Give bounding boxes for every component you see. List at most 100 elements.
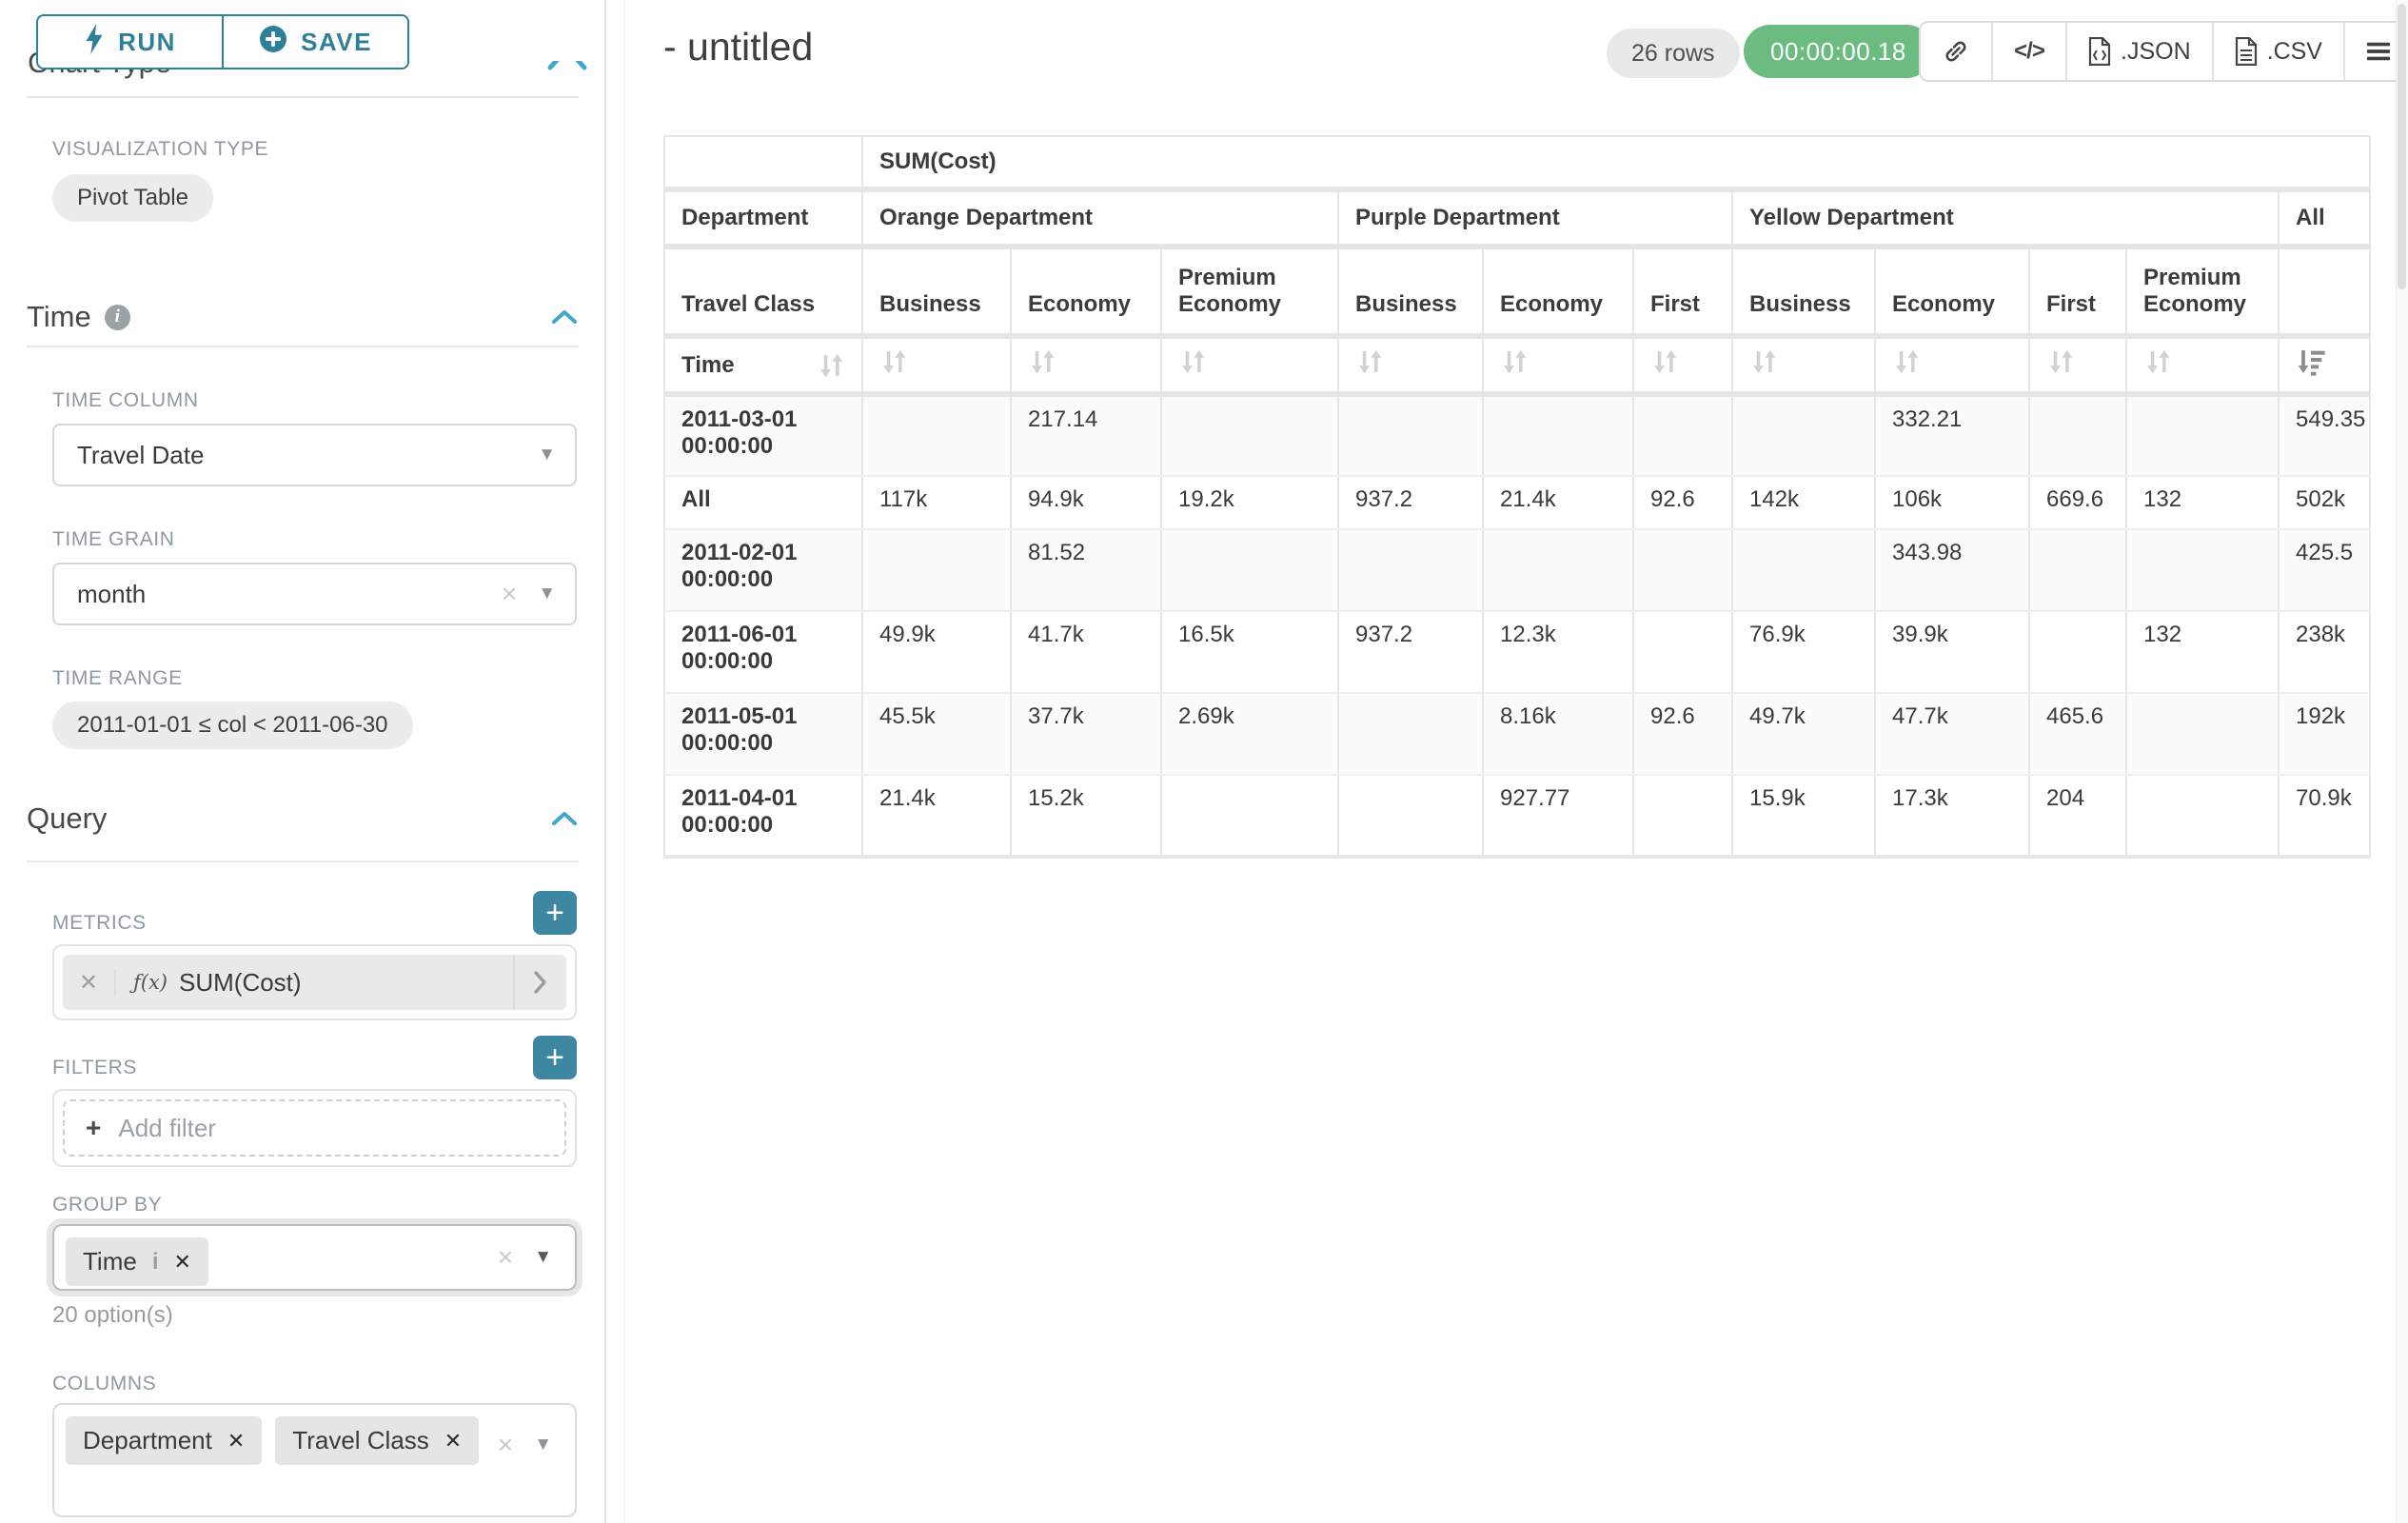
column-sorter[interactable] [1483, 336, 1634, 397]
total-class-header [2279, 247, 2372, 339]
pivot-cell [2126, 693, 2280, 776]
pivot-cell: 106k [1875, 476, 2030, 530]
clear-icon[interactable]: × [497, 1430, 514, 1459]
chevron-down-icon[interactable]: ▼ [534, 1247, 552, 1267]
run-button[interactable]: RUN [36, 14, 223, 69]
pivot-cell [1338, 529, 1484, 612]
pivot-cell: 8.16k [1483, 693, 1634, 776]
remove-metric-icon[interactable]: ✕ [63, 968, 116, 997]
row-label: 2011-04-01 00:00:00 [664, 775, 863, 858]
pivot-cell: 21.4k [862, 775, 1012, 858]
function-icon: ƒ(x) [133, 971, 168, 994]
travel-class-header: Premium Economy [1161, 247, 1339, 339]
time-column-select[interactable]: Travel Date ▼ [52, 424, 577, 486]
code-icon: </> [2014, 38, 2045, 64]
chevron-down-icon[interactable]: ▼ [538, 445, 556, 465]
group-by-select[interactable]: Time i ✕ × ▼ [52, 1224, 577, 1291]
pivot-cell [862, 529, 1012, 612]
column-sorter[interactable] [862, 336, 1012, 397]
total-column-sorter-active[interactable] [2279, 336, 2372, 397]
columns-select[interactable]: Department ✕ Travel Class ✕ × ▼ [52, 1403, 577, 1517]
pivot-cell: 669.6 [2029, 476, 2127, 530]
pivot-cell: 94.9k [1011, 476, 1162, 530]
department-header: Purple Department [1338, 189, 1733, 249]
viz-type-label: VISUALIZATION TYPE [52, 138, 269, 160]
columns-label: COLUMNS [52, 1373, 157, 1394]
pivot-cell [1161, 394, 1339, 477]
travel-class-header: Business [1732, 247, 1876, 339]
page-scrollbar[interactable] [2396, 0, 2408, 1523]
chevron-down-icon[interactable]: ▼ [534, 1434, 552, 1454]
save-button[interactable]: SAVE [223, 14, 409, 69]
chevron-up-icon[interactable] [544, 61, 590, 72]
add-metric-button[interactable]: + [533, 891, 577, 935]
export-csv-button[interactable]: .CSV [2214, 23, 2345, 80]
column-sorter[interactable] [1875, 336, 2030, 397]
column-sorter[interactable] [1633, 336, 1733, 397]
pivot-cell: 204 [2029, 775, 2127, 858]
link-icon [1945, 41, 1966, 62]
collapse-chevron-icon[interactable] [550, 801, 579, 836]
column-sorter[interactable] [1011, 336, 1162, 397]
row-label: 2011-06-01 00:00:00 [664, 611, 863, 694]
pivot-cell [1338, 775, 1484, 858]
chevron-down-icon[interactable]: ▼ [538, 583, 556, 603]
time-range-pill[interactable]: 2011-01-01 ≤ col < 2011-06-30 [52, 702, 413, 749]
clear-icon[interactable]: × [497, 1242, 514, 1272]
add-filter-button[interactable]: + Add filter [63, 1099, 566, 1157]
view-query-button[interactable]: </> [1993, 23, 2067, 80]
chart-title[interactable]: - untitled [663, 25, 814, 69]
pivot-cell: 217.14 [1011, 394, 1162, 477]
columns-chip-travel-class[interactable]: Travel Class ✕ [275, 1416, 480, 1465]
clear-icon[interactable]: × [501, 579, 518, 608]
travel-class-header: Economy [1483, 247, 1634, 339]
pivot-cell: 132 [2126, 611, 2280, 694]
pivot-cell: 465.6 [2029, 693, 2127, 776]
pivot-cell: 49.7k [1732, 693, 1876, 776]
share-link-button[interactable] [1921, 23, 1993, 80]
info-icon[interactable]: i [151, 1248, 159, 1275]
export-json-button[interactable]: .JSON [2067, 23, 2214, 80]
remove-chip-icon[interactable]: ✕ [227, 1428, 246, 1453]
add-filter-plus-button[interactable]: + [533, 1036, 577, 1079]
metric-body[interactable]: ƒ(x) SUM(Cost) [116, 968, 513, 998]
pivot-cell: 92.6 [1633, 476, 1733, 530]
department-header: Orange Department [862, 189, 1339, 249]
pivot-table-container: SUM(Cost) Department Orange Department Purp… [663, 135, 2372, 859]
export-toolbar: </> .JSON .CSV [1919, 21, 2408, 82]
pivot-cell [862, 394, 1012, 477]
pivot-cell: 549.35 [2279, 394, 2372, 477]
collapse-chevron-icon[interactable] [550, 300, 579, 334]
column-sorter[interactable] [1338, 336, 1484, 397]
pivot-cell: 15.2k [1011, 775, 1162, 858]
travel-class-header: First [1633, 247, 1733, 339]
menu-button[interactable] [2345, 23, 2408, 80]
info-icon[interactable]: i [104, 304, 130, 330]
viz-type-pill[interactable]: Pivot Table [52, 174, 213, 222]
pivot-cell: 937.2 [1338, 476, 1484, 530]
group-by-chip-time[interactable]: Time i ✕ [66, 1237, 208, 1286]
pivot-cell: 37.7k [1011, 693, 1162, 776]
pivot-cell: 45.5k [862, 693, 1012, 776]
remove-chip-icon[interactable]: ✕ [444, 1428, 463, 1453]
query-timer-badge: 00:00:00.18 [1744, 25, 1933, 78]
pivot-cell [1483, 394, 1634, 477]
time-grain-select[interactable]: month × ▼ [52, 563, 577, 625]
pivot-cell [2029, 394, 2127, 477]
column-sorter[interactable] [2126, 336, 2280, 397]
scrollbar-thumb[interactable] [2398, 4, 2406, 289]
pivot-cell: 117k [862, 476, 1012, 530]
column-sorter[interactable] [2029, 336, 2127, 397]
travel-class-header: Economy [1875, 247, 2030, 339]
pivot-cell: 49.9k [862, 611, 1012, 694]
column-sorter[interactable] [1161, 336, 1339, 397]
travel-class-header: Economy [1011, 247, 1162, 339]
expand-metric-icon[interactable] [513, 955, 566, 1010]
pivot-cell: 425.5 [2279, 529, 2372, 612]
columns-chip-department[interactable]: Department ✕ [66, 1416, 263, 1465]
row-dimension-sorter[interactable]: Time [664, 336, 863, 397]
row-label: All [664, 476, 863, 530]
row-label: 2011-02-01 00:00:00 [664, 529, 863, 612]
remove-chip-icon[interactable]: ✕ [173, 1249, 191, 1274]
column-sorter[interactable] [1732, 336, 1876, 397]
